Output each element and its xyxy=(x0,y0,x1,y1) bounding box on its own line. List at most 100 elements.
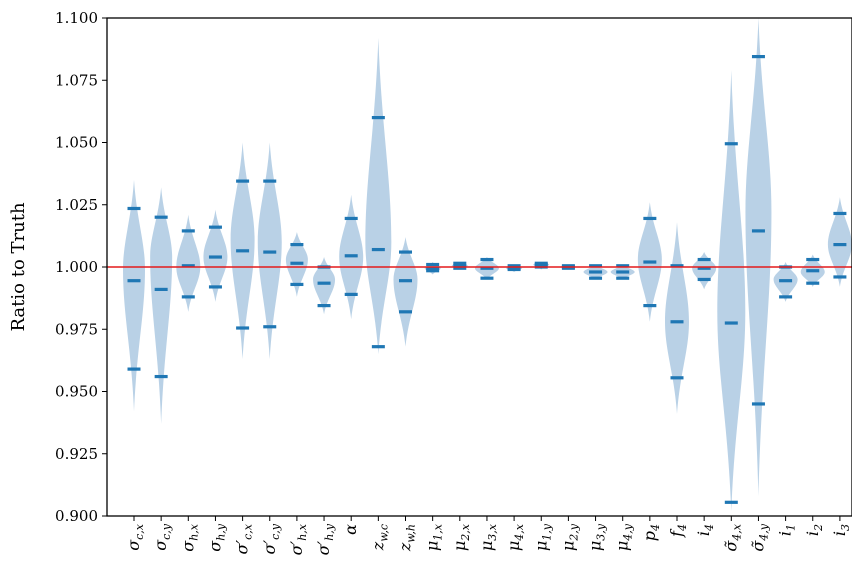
svg-text:σc,y: σc,y xyxy=(151,523,173,551)
x-tick-label: μ3,y xyxy=(586,523,608,551)
svg-text:σh,y: σh,y xyxy=(205,523,227,552)
x-tick-label-sub: 4,x xyxy=(513,523,526,541)
svg-text:σ′h,y: σ′h,y xyxy=(314,523,336,555)
x-tick-label-sub: h,x xyxy=(296,523,309,541)
x-tick-label-base: μ xyxy=(558,541,577,551)
svg-text:α: α xyxy=(341,524,360,535)
svg-text:i4: i4 xyxy=(694,524,716,536)
x-tick-label: σh,x xyxy=(178,523,200,552)
violin-9 xyxy=(365,37,392,355)
x-tick-label-sub: w,h xyxy=(405,524,418,543)
svg-text:p4: p4 xyxy=(640,524,662,541)
x-tick-label: σ′c,x xyxy=(233,523,255,554)
x-tick-label: f4 xyxy=(667,524,689,538)
violin-22 xyxy=(717,70,746,512)
svg-text:σc,x: σc,x xyxy=(124,523,146,551)
x-tick-label-sub: c,y xyxy=(269,523,282,540)
x-tick-label-base: σ xyxy=(178,540,197,552)
x-tick-label: σh,y xyxy=(205,523,227,552)
y-axis-label: Ratio to Truth xyxy=(8,202,29,331)
x-tick-label-sub: 3 xyxy=(839,524,852,531)
x-tick-label: zw,h xyxy=(396,524,418,552)
svg-text:σ′c,y: σ′c,y xyxy=(260,523,282,554)
svg-text:μ3,x: μ3,x xyxy=(477,523,499,551)
svg-text:i1: i1 xyxy=(776,524,798,536)
x-tick-label-sub: 4,y xyxy=(757,523,770,541)
svg-text:i3: i3 xyxy=(830,524,852,536)
x-tick-label: i4 xyxy=(694,524,716,536)
x-tick-label-base: μ xyxy=(531,541,550,551)
svg-text:σ′h,x: σ′h,x xyxy=(287,523,309,555)
x-tick-label: α xyxy=(341,524,360,535)
x-tick-label-base: i xyxy=(776,531,795,536)
x-tick-label: p4 xyxy=(640,524,662,541)
y-tick-label: 1.075 xyxy=(55,71,98,89)
x-tick-label-base: i xyxy=(830,531,849,536)
x-tick-label-base: σ′ xyxy=(287,540,306,555)
x-axis-ticks: σc,xσc,yσh,xσh,yσ′c,xσ′c,yσ′h,xσ′h,y αzw,… xyxy=(124,516,852,555)
x-tick-label: μ1,x xyxy=(423,523,445,551)
x-tick-label: μ1,y xyxy=(531,523,553,551)
x-tick-label-sub: w,c xyxy=(377,524,390,542)
x-tick-label: zw,c xyxy=(368,524,390,551)
x-tick-label-sub: 4 xyxy=(703,524,716,532)
x-tick-label-sub: 1,x xyxy=(432,523,445,540)
y-tick-label: 0.975 xyxy=(55,320,98,338)
x-tick-label-base: σ xyxy=(151,539,170,551)
svg-text:μ3,y: μ3,y xyxy=(586,523,608,551)
y-tick-label: 0.950 xyxy=(55,383,98,401)
violins-layer xyxy=(123,18,852,512)
y-tick-label: 0.925 xyxy=(55,445,98,463)
x-tick-label-base: i xyxy=(803,531,822,536)
svg-text:μ2,x: μ2,x xyxy=(450,523,472,551)
svg-text:σ̃4,x: σ̃4,x xyxy=(721,523,743,551)
y-tick-label: 1.025 xyxy=(55,196,98,214)
x-tick-label: i3 xyxy=(830,524,852,536)
x-tick-label-base: σ̃ xyxy=(721,540,740,552)
x-tick-label-base: z xyxy=(396,542,415,552)
y-axis-ticks: 0.900 0.925 0.950 0.975 1.000 1.025 1.050 1.075… xyxy=(55,9,107,525)
x-tick-label-base: μ xyxy=(504,541,523,551)
x-tick-label-sub: 4 xyxy=(649,524,662,532)
x-tick-label: σc,x xyxy=(124,523,146,551)
violin-10 xyxy=(393,237,418,347)
x-tick-label: σ̃4,y xyxy=(748,523,770,551)
violin-1 xyxy=(150,187,173,424)
y-tick-label: 1.100 xyxy=(55,9,98,27)
x-tick-label-base: μ xyxy=(613,541,632,551)
x-tick-label-sub: c,x xyxy=(133,523,146,540)
violin-21 xyxy=(692,252,717,290)
x-tick-label-base: μ xyxy=(450,541,469,551)
x-tick-label: μ4,x xyxy=(504,523,526,551)
x-tick-label-base: p xyxy=(640,531,659,541)
x-tick-label-sub: 4,x xyxy=(730,523,743,541)
svg-text:σh,x: σh,x xyxy=(178,523,200,552)
svg-text:μ1,x: μ1,x xyxy=(423,523,445,551)
x-tick-label-sub: 4 xyxy=(676,524,689,532)
x-tick-label: μ4,y xyxy=(613,523,635,551)
violin-20 xyxy=(665,222,689,414)
x-tick-label-sub: c,x xyxy=(242,523,255,540)
x-tick-label: σc,y xyxy=(151,523,173,551)
x-tick-label-sub: 2 xyxy=(812,524,825,532)
x-tick-label-base: μ xyxy=(423,541,442,551)
plot-frame xyxy=(106,17,852,517)
x-tick-label-sub: 4,y xyxy=(622,523,635,541)
x-tick-label-sub: h,x xyxy=(187,523,200,541)
x-tick-label-sub: 3,x xyxy=(486,523,499,540)
violin-2 xyxy=(176,214,201,312)
x-tick-label-sub: c,y xyxy=(160,523,173,540)
x-tick-label-base: σ′ xyxy=(260,540,279,555)
violin-26 xyxy=(827,197,852,287)
x-tick-label: μ2,x xyxy=(450,523,472,551)
svg-text:μ4,y: μ4,y xyxy=(613,523,635,551)
x-tick-label-sub: 2,x xyxy=(459,523,472,541)
svg-text:μ1,y: μ1,y xyxy=(531,523,553,551)
violin-7 xyxy=(313,257,336,315)
x-tick-label-base: σ̃ xyxy=(748,540,767,552)
svg-text:zw,h: zw,h xyxy=(396,524,418,552)
x-tick-label: σ′h,y xyxy=(314,523,336,555)
x-tick-label-base: f xyxy=(667,528,686,538)
x-tick-label-sub: 1,y xyxy=(540,523,553,540)
